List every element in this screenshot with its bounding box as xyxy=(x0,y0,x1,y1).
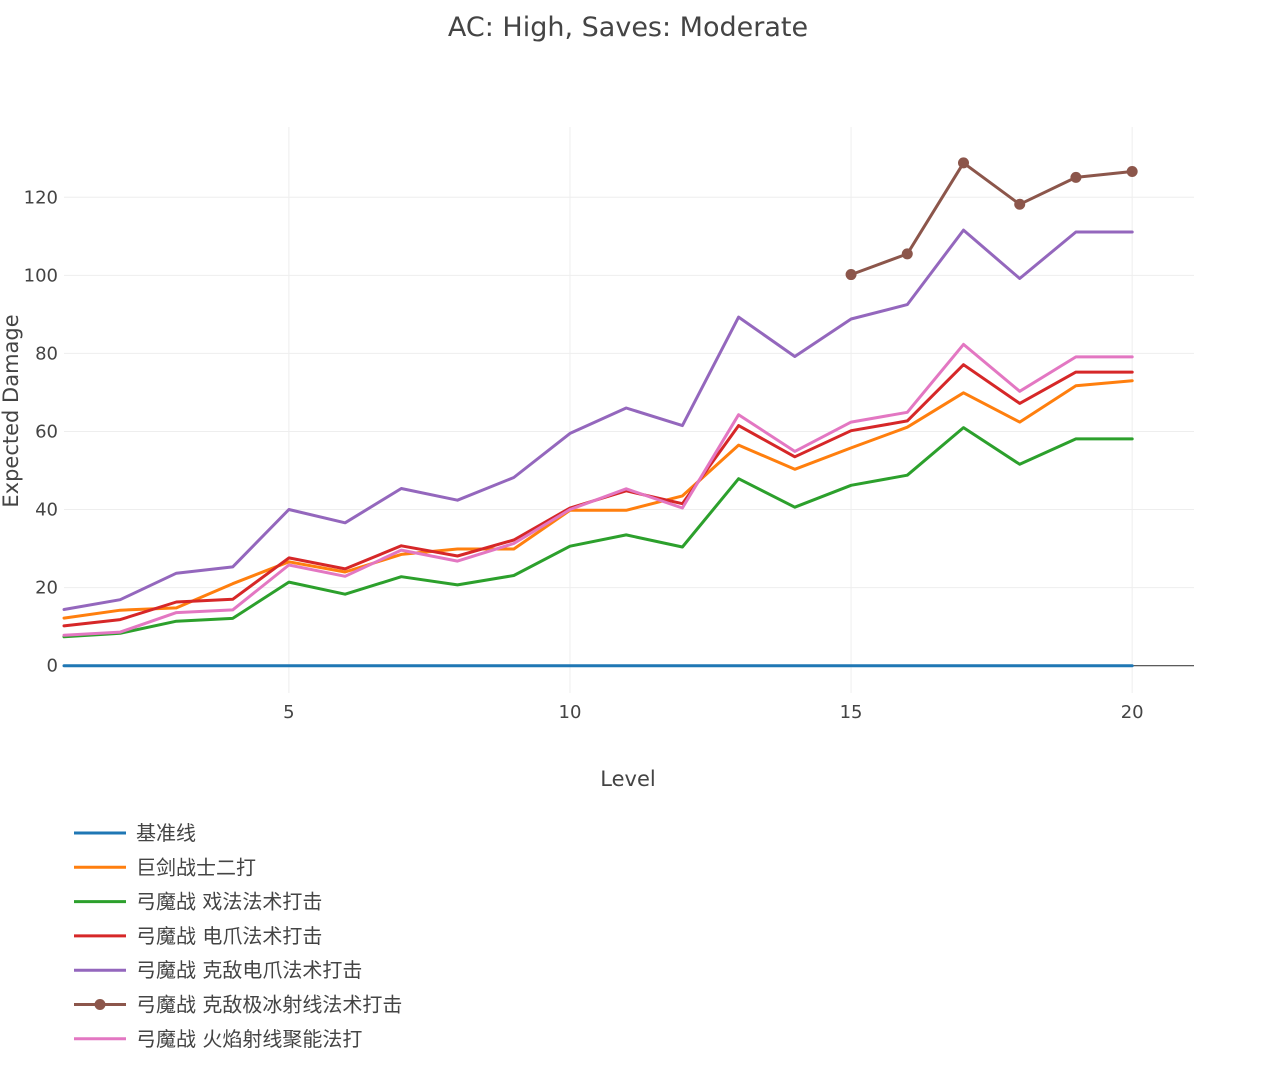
y-tick-label: 20 xyxy=(35,578,58,599)
series-line-1 xyxy=(62,379,1134,620)
series-line-5 xyxy=(849,161,1134,277)
chart-title: AC: High, Saves: Moderate xyxy=(448,12,808,43)
legend-label: 弓魔战 克敌电爪法术打击 xyxy=(136,958,362,982)
legend-item[interactable]: 弓魔战 火焰射线聚能法打 xyxy=(74,1027,362,1051)
legend-item[interactable]: 基准线 xyxy=(74,821,196,845)
legend-item[interactable]: 弓魔战 电爪法术打击 xyxy=(74,924,322,948)
series-line-4 xyxy=(62,228,1134,611)
x-tick-label: 15 xyxy=(840,702,863,723)
y-tick-label: 40 xyxy=(35,500,58,521)
legend-label: 巨剑战士二打 xyxy=(136,855,256,879)
y-axis-title: Expected Damage xyxy=(0,314,23,507)
legend-item[interactable]: 弓魔战 戏法法术打击 xyxy=(74,890,322,914)
x-tick-label: 20 xyxy=(1121,702,1144,723)
data-point-marker xyxy=(901,248,913,260)
series-line-6 xyxy=(62,342,1134,637)
legend-item[interactable]: 弓魔战 克敌电爪法术打击 xyxy=(74,958,362,982)
legend-label: 弓魔战 电爪法术打击 xyxy=(136,924,322,948)
x-tick-label: 10 xyxy=(559,702,582,723)
data-point-marker xyxy=(1070,171,1082,183)
legend-label: 弓魔战 克敌极冰射线法术打击 xyxy=(136,993,402,1017)
x-axis-title: Level xyxy=(600,767,655,791)
data-point-marker xyxy=(1014,198,1026,210)
plot-area xyxy=(62,157,1138,668)
data-point-marker xyxy=(958,157,970,169)
legend-item[interactable]: 弓魔战 克敌极冰射线法术打击 xyxy=(74,993,402,1017)
legend-marker xyxy=(94,999,106,1010)
data-point-marker xyxy=(845,269,857,281)
y-tick-label: 100 xyxy=(24,265,58,286)
x-tick-label: 5 xyxy=(283,702,294,723)
y-tick-label: 80 xyxy=(35,343,58,364)
y-tick-label: 120 xyxy=(24,187,58,208)
legend-label: 弓魔战 戏法法术打击 xyxy=(136,890,322,914)
y-tick-label: 60 xyxy=(35,421,58,442)
y-tick-label: 0 xyxy=(47,656,58,677)
series-line-2 xyxy=(62,426,1134,639)
legend-label: 弓魔战 火焰射线聚能法打 xyxy=(136,1027,362,1051)
legend-item[interactable]: 巨剑战士二打 xyxy=(74,855,256,879)
data-point-marker xyxy=(1126,165,1138,177)
legend-label: 基准线 xyxy=(136,821,196,845)
